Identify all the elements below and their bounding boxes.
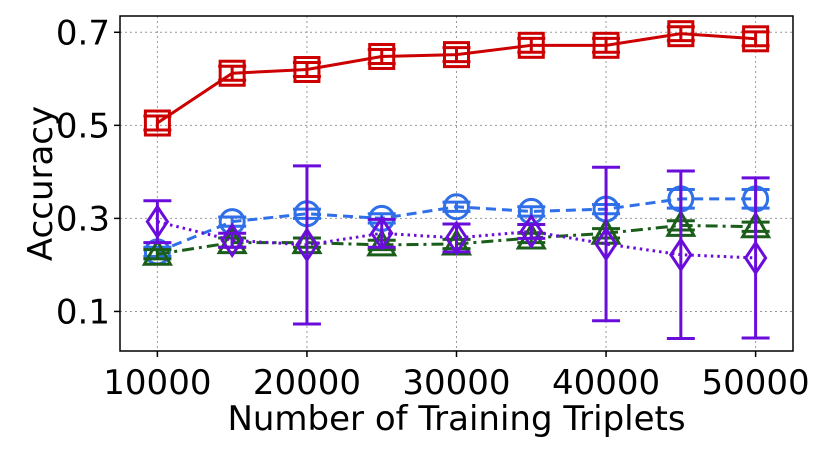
error-bar — [741, 176, 770, 340]
data-point — [592, 31, 620, 59]
data-point — [143, 109, 171, 137]
data-point — [669, 236, 693, 273]
error-bar — [367, 48, 396, 65]
data-point — [519, 213, 544, 250]
data-point — [368, 42, 396, 70]
x-tick-label: 50000 — [702, 363, 810, 403]
data-point — [141, 238, 173, 266]
data-point — [443, 193, 470, 221]
data-point — [295, 227, 319, 263]
data-point — [293, 56, 321, 84]
y-tick-label: 0.1 — [56, 292, 110, 332]
x-tick-label: 30000 — [402, 363, 510, 403]
data-point — [366, 228, 398, 257]
data-point — [743, 240, 768, 276]
error-bar — [292, 61, 321, 78]
error-bar — [592, 165, 621, 323]
error-bar — [666, 169, 695, 340]
error-bar — [592, 36, 621, 54]
y-axis-label: Accuracy — [21, 106, 61, 261]
error-bar — [292, 164, 321, 326]
error-bar — [143, 114, 172, 132]
data-point — [444, 220, 469, 256]
data-point — [369, 215, 394, 251]
series-layer — [141, 20, 772, 340]
data-point — [220, 222, 244, 258]
error-bar — [442, 46, 471, 64]
x-tick-label: 10000 — [103, 363, 211, 403]
data-point — [667, 20, 695, 48]
ticks: 10000 20000 30000 40000 50000 0.1 0.3 0.5 0.7 — [56, 13, 810, 403]
data-point — [443, 41, 470, 69]
error-bar — [517, 36, 546, 54]
error-bar — [741, 30, 770, 48]
data-point — [218, 59, 246, 87]
error-bar — [218, 64, 247, 82]
y-tick-label: 0.5 — [56, 106, 110, 146]
series-4 — [143, 164, 770, 340]
data-point — [742, 25, 770, 53]
x-tick-label: 40000 — [552, 363, 660, 403]
error-bar — [666, 25, 695, 43]
data-point — [594, 226, 618, 262]
y-tick-label: 0.3 — [56, 199, 110, 239]
data-point — [517, 31, 545, 59]
error-bar — [442, 200, 471, 213]
error-bar — [218, 231, 247, 249]
series-1 — [143, 20, 770, 137]
y-tick-label: 0.7 — [56, 13, 110, 53]
x-axis-label: Number of Training Triplets — [227, 399, 685, 439]
error-bar — [517, 222, 546, 240]
x-tick-label: 20000 — [253, 363, 361, 403]
data-point — [145, 203, 170, 240]
